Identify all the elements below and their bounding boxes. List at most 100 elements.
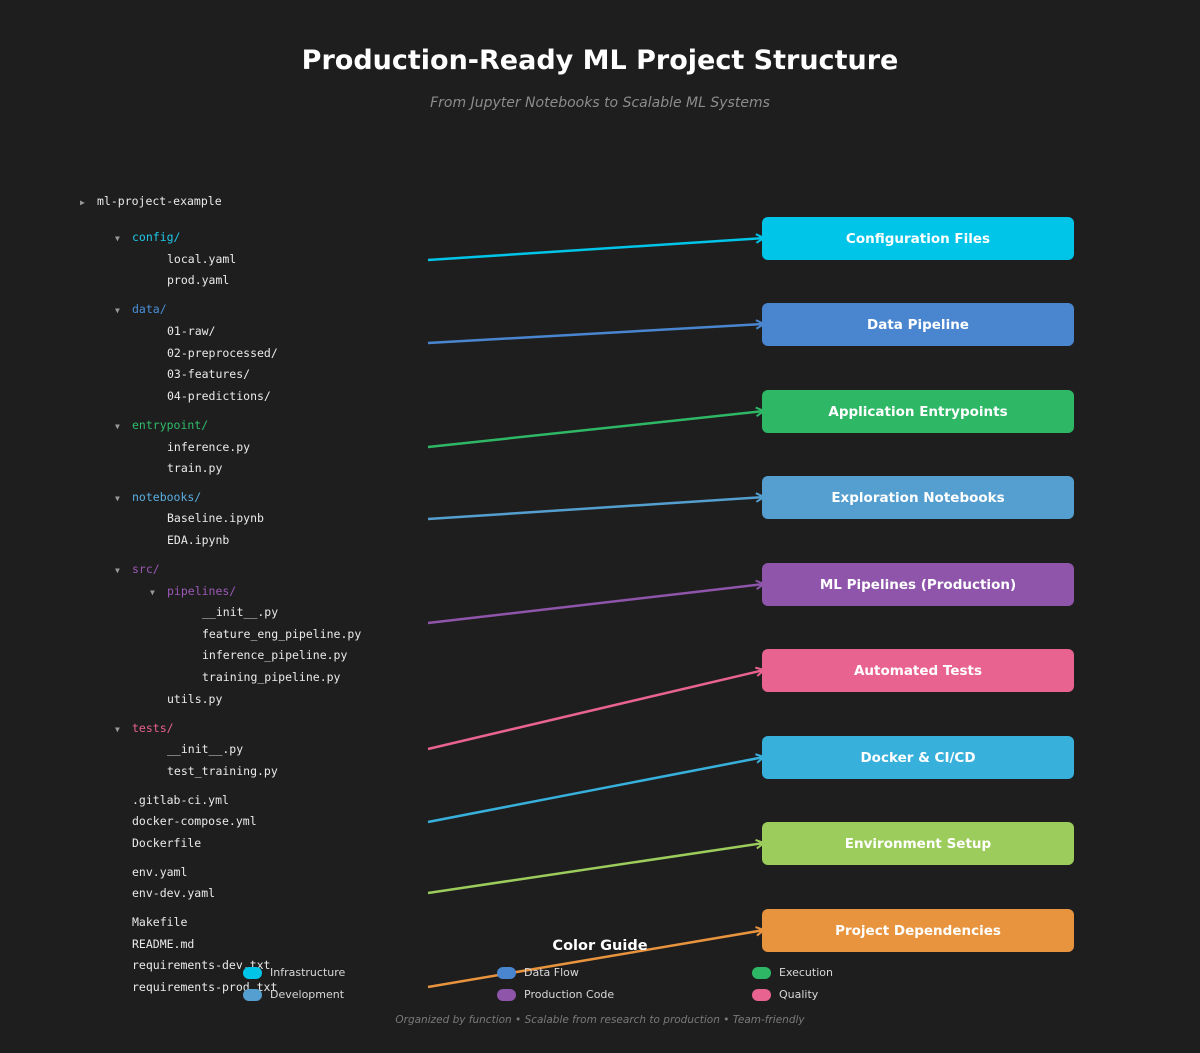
expanded-arrow-icon: ▼: [150, 588, 155, 597]
legend-item: Quality: [752, 988, 818, 1001]
tree-file: EDA.ipynb: [167, 533, 229, 547]
tree-file: Makefile: [132, 915, 187, 929]
tree-item-label: feature_eng_pipeline.py: [202, 627, 362, 641]
connector-arrow: [427, 926, 767, 989]
tree-item-label: tests/: [132, 721, 174, 735]
category-box: Data Pipeline: [762, 303, 1074, 346]
tree-folder: ▼ entrypoint/: [115, 418, 208, 434]
category-box: Environment Setup: [762, 822, 1074, 865]
legend-swatch-icon: [497, 966, 516, 979]
expanded-arrow-icon: ▼: [115, 234, 120, 243]
tree-file: .gitlab-ci.yml: [132, 793, 229, 807]
footer-text: Organized by function • Scalable from re…: [395, 1014, 805, 1026]
tree-file: test_training.py: [167, 764, 278, 778]
tree-file: README.md: [132, 937, 194, 951]
tree-item-label: src/: [132, 562, 160, 576]
tree-item-label: inference.py: [167, 440, 251, 454]
tree-item-label: config/: [132, 230, 181, 244]
tree-item-label: ml-project-example: [97, 194, 222, 208]
tree-file: feature_eng_pipeline.py: [202, 627, 361, 641]
legend-swatch-icon: [752, 988, 771, 1001]
tree-folder: ▼ src/: [115, 562, 160, 578]
tree-item-label: Makefile: [132, 915, 188, 929]
file-tree: ▶ ml-project-example ▼ config/local.yaml pro…: [0, 0, 420, 1053]
tree-folder: ▶ ml-project-example: [80, 194, 222, 210]
tree-file: __init__.py: [167, 742, 243, 756]
legend-swatch-icon: [243, 966, 262, 979]
legend-label: Execution: [779, 966, 833, 979]
tree-folder: ▼ pipelines/: [150, 584, 236, 600]
connector-arrow: [427, 753, 767, 824]
tree-folder: ▼ notebooks/: [115, 490, 201, 506]
tree-file: Dockerfile: [132, 836, 201, 850]
category-box: Project Dependencies: [762, 909, 1074, 952]
tree-item-label: README.md: [132, 937, 195, 951]
tree-file: 02-preprocessed/: [167, 346, 278, 360]
tree-item-label: env-dev.yaml: [132, 886, 216, 900]
tree-file: inference_pipeline.py: [202, 648, 347, 662]
tree-folder: ▼ tests/: [115, 721, 174, 737]
category-box: Application Entrypoints: [762, 390, 1074, 433]
tree-item-label: entrypoint/: [132, 418, 209, 432]
collapsed-arrow-icon: ▶: [80, 198, 85, 207]
connector-arrow: [427, 579, 767, 625]
category-box: Configuration Files: [762, 217, 1074, 260]
tree-item-label: Baseline.ipynb: [167, 511, 264, 525]
expanded-arrow-icon: ▼: [115, 306, 120, 315]
tree-folder: ▼ config/: [115, 230, 180, 246]
tree-folder: ▼ data/: [115, 302, 167, 318]
tree-item-label: test_training.py: [167, 764, 278, 778]
expanded-arrow-icon: ▼: [115, 422, 120, 431]
legend-swatch-icon: [243, 988, 262, 1001]
tree-file: train.py: [167, 461, 222, 475]
tree-item-label: requirements-dev.txt: [132, 958, 271, 972]
legend-title: Color Guide: [552, 938, 648, 954]
tree-item-label: training_pipeline.py: [202, 670, 341, 684]
tree-file: inference.py: [167, 440, 250, 454]
legend-label: Production Code: [524, 988, 615, 1001]
tree-file: 03-features/: [167, 367, 250, 381]
tree-file: requirements-prod.txt: [132, 980, 277, 994]
legend-label: Infrastructure: [270, 966, 346, 979]
legend-label: Quality: [779, 988, 819, 1001]
tree-file: env-dev.yaml: [132, 886, 215, 900]
legend-item: Production Code: [497, 988, 614, 1001]
tree-item-label: local.yaml: [167, 252, 237, 266]
legend-label: Data Flow: [524, 966, 579, 979]
tree-item-label: __init__.py: [202, 605, 279, 619]
tree-item-label: .gitlab-ci.yml: [132, 793, 229, 807]
category-box: Automated Tests: [762, 649, 1074, 692]
tree-file: 01-raw/: [167, 324, 215, 338]
legend-item: Development: [243, 988, 344, 1001]
tree-item-label: Dockerfile: [132, 836, 202, 850]
tree-item-label: data/: [132, 302, 167, 316]
tree-item-label: docker-compose.yml: [132, 814, 257, 828]
tree-item-label: notebooks/: [132, 490, 202, 504]
tree-file: env.yaml: [132, 865, 187, 879]
expanded-arrow-icon: ▼: [115, 725, 120, 734]
legend-label: Development: [270, 988, 345, 1001]
connector-arrow: [427, 492, 767, 521]
tree-item-label: train.py: [167, 461, 223, 475]
tree-item-label: pipelines/: [167, 584, 237, 598]
expanded-arrow-icon: ▼: [115, 494, 120, 503]
page-title: Production-Ready ML Project Structure: [301, 45, 899, 76]
tree-file: docker-compose.yml: [132, 814, 257, 828]
category-box: Docker & CI/CD: [762, 736, 1074, 779]
tree-file: __init__.py: [202, 605, 278, 619]
tree-item-label: prod.yaml: [167, 273, 230, 287]
connector-arrow: [427, 406, 767, 449]
connector-arrow: [427, 319, 767, 345]
legend-swatch-icon: [752, 966, 771, 979]
legend-item: Data Flow: [497, 966, 579, 979]
tree-file: local.yaml: [167, 252, 236, 266]
legend-swatch-icon: [497, 988, 516, 1001]
connector-arrow: [427, 666, 767, 751]
tree-item-label: 03-features/: [167, 367, 251, 381]
tree-item-label: 01-raw/: [167, 324, 216, 338]
tree-item-label: 04-predictions/: [167, 389, 271, 403]
category-box: Exploration Notebooks: [762, 476, 1074, 519]
legend-item: Execution: [752, 966, 833, 979]
tree-file: utils.py: [167, 692, 222, 706]
